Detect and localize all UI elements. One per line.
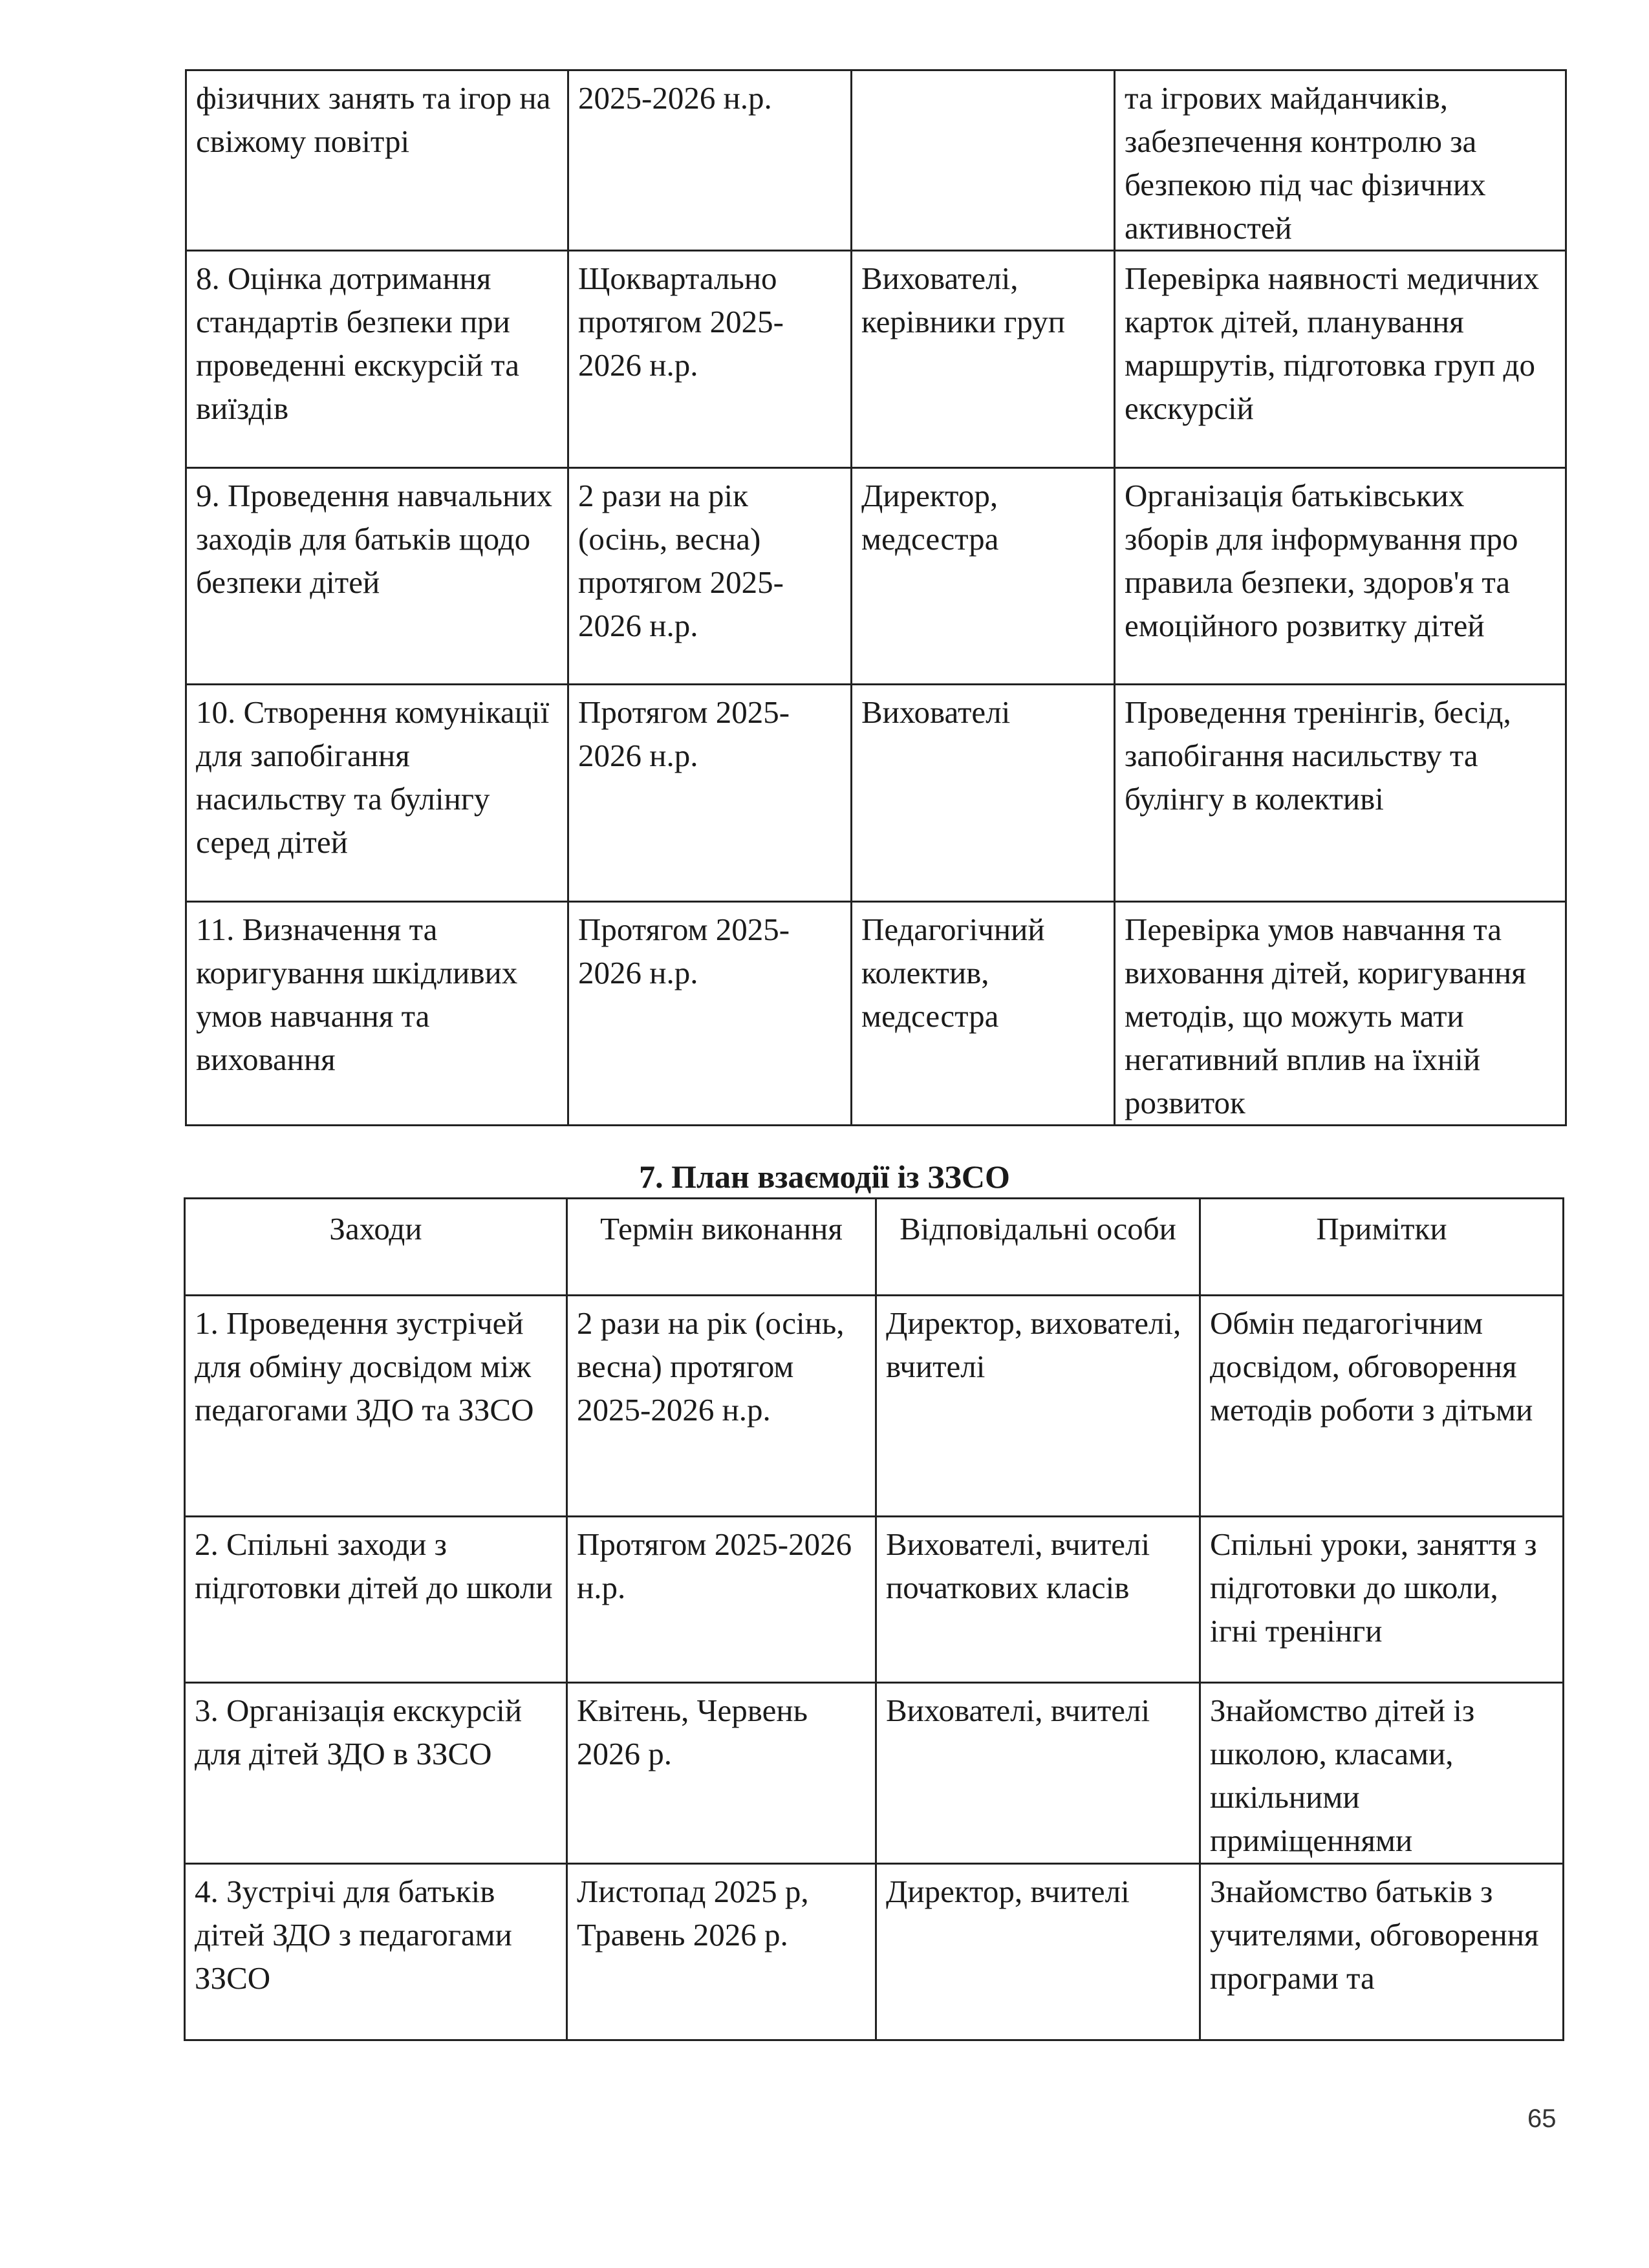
cell-deadline: Квітень, Червень 2026 р. bbox=[566, 1682, 877, 1865]
cell-deadline: 2025-2026 н.р. bbox=[567, 69, 852, 251]
table-row: 1. Проведення зустрічей для обміну досві… bbox=[184, 1294, 1564, 1517]
section-title: 7. План взаємодії із ЗЗСО bbox=[639, 1159, 1010, 1195]
cell-notes: Знайомство батьків з учителями, обговоре… bbox=[1199, 1863, 1564, 2041]
cell-notes: Перевірка умов навчання та виховання діт… bbox=[1114, 901, 1567, 1126]
page-number: 65 bbox=[1527, 2104, 1557, 2133]
header-measures: Заходи bbox=[184, 1197, 568, 1296]
table-row: 9. Проведення навчальних заходів для бат… bbox=[185, 467, 1567, 685]
header-deadline: Термін виконання bbox=[566, 1197, 877, 1296]
cell-measure: 4. Зустрічі для батьків дітей ЗДО з педа… bbox=[184, 1863, 568, 2041]
table-row: 11. Визначення та коригування шкідливих … bbox=[185, 901, 1567, 1126]
cell-measure: 9. Проведення навчальних заходів для бат… bbox=[185, 467, 569, 685]
cell-notes: та ігрових майданчиків, забезпечення кон… bbox=[1114, 69, 1567, 251]
cell-notes: Організація батьківських зборів для інфо… bbox=[1114, 467, 1567, 685]
cell-responsible: Вихователі, вчителі початкових класів bbox=[875, 1515, 1201, 1684]
table-row: 3. Організація екскурсій для дітей ЗДО в… bbox=[184, 1682, 1564, 1865]
cell-measure: 1. Проведення зустрічей для обміну досві… bbox=[184, 1294, 568, 1517]
cell-measure: 3. Організація екскурсій для дітей ЗДО в… bbox=[184, 1682, 568, 1865]
table-row: 2. Спільні заходи з підготовки дітей до … bbox=[184, 1515, 1564, 1684]
table-row: 8. Оцінка дотримання стандартів безпеки … bbox=[185, 250, 1567, 469]
table-row: 10. Створення комунікації для запобіганн… bbox=[185, 683, 1567, 903]
cell-responsible: Вихователі bbox=[850, 683, 1116, 903]
cell-measure: 8. Оцінка дотримання стандартів безпеки … bbox=[185, 250, 569, 469]
cell-deadline: Протягом 2025-2026 н.р. bbox=[566, 1515, 877, 1684]
cell-notes: Обмін педагогічним досвідом, обговорення… bbox=[1199, 1294, 1564, 1517]
table-row: 4. Зустрічі для батьків дітей ЗДО з педа… bbox=[184, 1863, 1564, 2041]
cell-deadline: 2 рази на рік (осінь, весна) протягом 20… bbox=[566, 1294, 877, 1517]
cell-notes: Перевірка наявності медичних карток діте… bbox=[1114, 250, 1567, 469]
cell-responsible: Педагогічний колектив, медсестра bbox=[850, 901, 1116, 1126]
cell-responsible: Директор, вчителі bbox=[875, 1863, 1201, 2041]
safety-plan-table-continued: фізичних занять та ігор на свіжому повіт… bbox=[185, 69, 1567, 1126]
table-row: фізичних занять та ігор на свіжому повіт… bbox=[185, 69, 1567, 251]
cell-measure: фізичних занять та ігор на свіжому повіт… bbox=[185, 69, 569, 251]
cell-deadline: Листопад 2025 р, Травень 2026 р. bbox=[566, 1863, 877, 2041]
cell-responsible: Директор, медсестра bbox=[850, 467, 1116, 685]
cell-measure: 10. Створення комунікації для запобіганн… bbox=[185, 683, 569, 903]
cell-responsible: Вихователі, вчителі bbox=[875, 1682, 1201, 1865]
cell-responsible bbox=[850, 69, 1116, 251]
cell-deadline: Протягом 2025-2026 н.р. bbox=[567, 683, 852, 903]
cell-deadline: 2 рази на рік (осінь, весна) протягом 20… bbox=[567, 467, 852, 685]
school-interaction-plan-table: Заходи Термін виконання Відповідальні ос… bbox=[184, 1197, 1564, 2041]
cell-notes: Спільні уроки, заняття з підготовки до ш… bbox=[1199, 1515, 1564, 1684]
header-responsible: Відповідальні особи bbox=[875, 1197, 1201, 1296]
cell-notes: Проведення тренінгів, бесід, запобігання… bbox=[1114, 683, 1567, 903]
header-row: Заходи Термін виконання Відповідальні ос… bbox=[184, 1197, 1564, 1296]
cell-deadline: Протягом 2025-2026 н.р. bbox=[567, 901, 852, 1126]
cell-responsible: Вихователі, керівники груп bbox=[850, 250, 1116, 469]
header-notes: Примітки bbox=[1199, 1197, 1564, 1296]
cell-measure: 2. Спільні заходи з підготовки дітей до … bbox=[184, 1515, 568, 1684]
cell-deadline: Щоквартально протягом 2025-2026 н.р. bbox=[567, 250, 852, 469]
cell-measure: 11. Визначення та коригування шкідливих … bbox=[185, 901, 569, 1126]
cell-notes: Знайомство дітей із школою, класами, шкі… bbox=[1199, 1682, 1564, 1865]
cell-responsible: Директор, вихователі, вчителі bbox=[875, 1294, 1201, 1517]
